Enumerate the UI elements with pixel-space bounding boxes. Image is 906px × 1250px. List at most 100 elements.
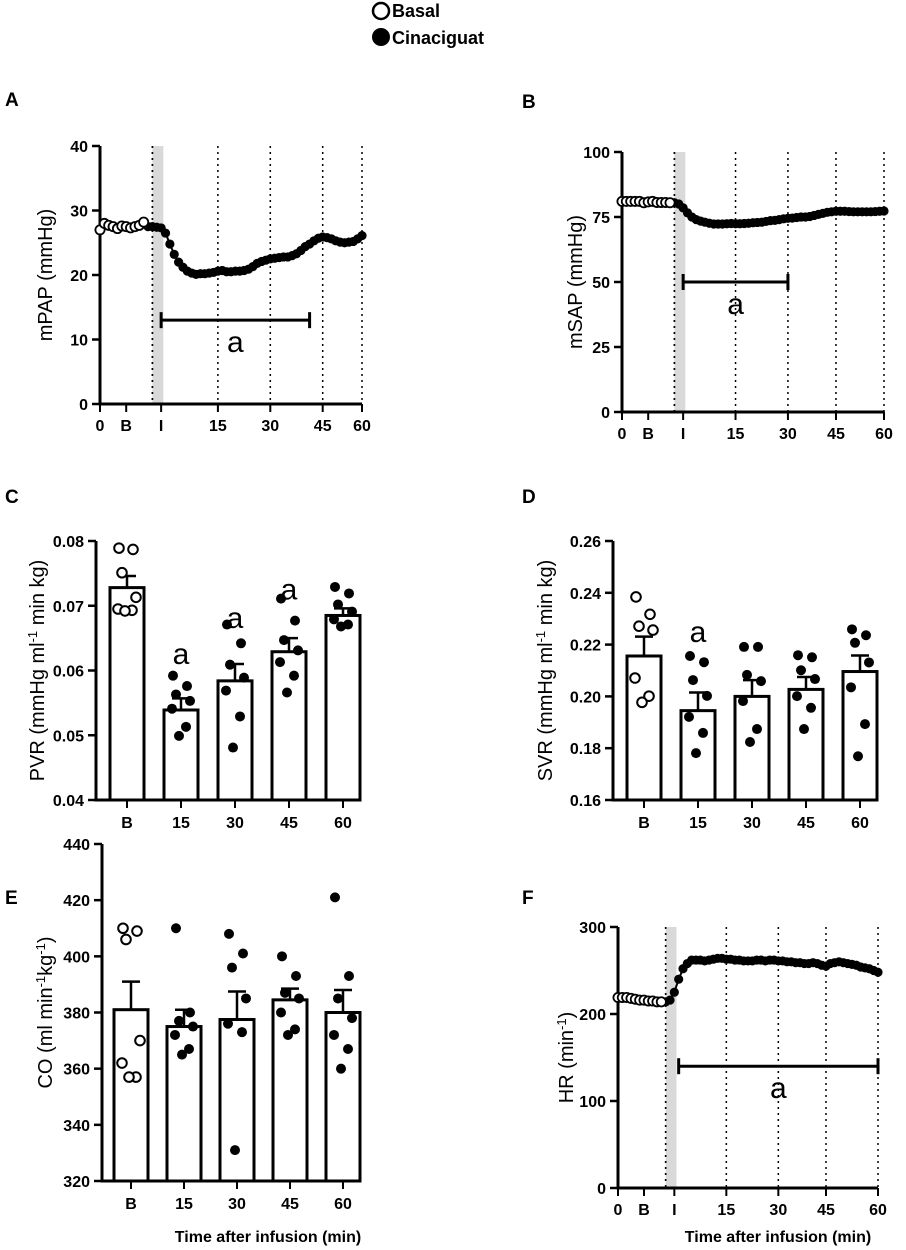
panel-letter-c: C — [5, 487, 19, 508]
y-tick-label-B: 25 — [592, 340, 610, 357]
y-tick-label-C: 0.06 — [53, 664, 84, 681]
significance-label-A: a — [227, 326, 244, 359]
bar-E — [271, 998, 309, 1183]
x-tick-label-B: 60 — [875, 426, 893, 443]
x-axis-label-F: Time after infusion (min) — [685, 1229, 871, 1246]
bar-C — [324, 613, 362, 802]
cinaciguat-point-E — [283, 1029, 293, 1040]
cinaciguat-point-D — [702, 690, 712, 701]
cinaciguat-point-C — [174, 730, 184, 741]
cinaciguat-point-E — [223, 1018, 233, 1029]
x-tick-label-D: B — [638, 815, 650, 832]
cinaciguat-point-C — [235, 711, 245, 722]
cinaciguat-point-C — [222, 619, 232, 630]
x-tick-label-F: 30 — [769, 1202, 787, 1219]
x-tick-label-A: 45 — [314, 418, 332, 435]
x-tick-label-F: B — [638, 1202, 650, 1219]
cinaciguat-point-C — [171, 689, 181, 700]
bar-C — [162, 708, 200, 802]
x-tick-label-F: 60 — [869, 1202, 887, 1219]
cinaciguat-point-E — [277, 951, 287, 962]
x-tick-label-E: 30 — [228, 1196, 246, 1213]
cinaciguat-point-E — [224, 928, 234, 939]
basal-point-D — [636, 696, 648, 709]
cinaciguat-point-C — [279, 635, 289, 646]
cinaciguat-point-C — [289, 670, 299, 681]
y-tick-label-E: 360 — [63, 1062, 90, 1079]
cinaciguat-point-C — [168, 670, 178, 681]
panel-letter-d: D — [522, 487, 536, 508]
y-tick-label-E: 320 — [63, 1174, 90, 1191]
legend-basal-label: Basal — [392, 1, 440, 21]
cinaciguat-point-C — [236, 638, 246, 649]
cinaciguat-point-E — [230, 1145, 240, 1156]
cinaciguat-point-E — [241, 993, 251, 1004]
bar-C — [108, 586, 146, 802]
x-tick-label-A: I — [159, 418, 163, 435]
y-tick-label-B: 100 — [583, 145, 610, 162]
cinaciguat-point-C — [225, 659, 235, 670]
cinaciguat-point-C — [282, 687, 292, 698]
x-tick-label-F: 15 — [717, 1202, 735, 1219]
y-tick-label-E: 380 — [63, 1006, 90, 1023]
x-tick-label-A: B — [120, 418, 132, 435]
cinaciguat-point-A — [165, 239, 175, 249]
y-axis-label-B: mSAP (mmHg) — [565, 215, 587, 349]
basal-point-E — [134, 1034, 146, 1047]
cinaciguat-point-F — [873, 967, 883, 977]
cinaciguat-point-D — [793, 650, 803, 661]
cinaciguat-point-E — [336, 1063, 346, 1074]
cinaciguat-point-E — [329, 1029, 339, 1040]
y-axis-label-A: mPAP (mmHg) — [35, 209, 57, 342]
x-tick-label-E: 60 — [334, 1196, 352, 1213]
cinaciguat-point-E — [280, 987, 290, 998]
y-tick-label-D: 0.20 — [570, 689, 601, 706]
cinaciguat-point-E — [188, 1021, 198, 1032]
x-tick-label-B: B — [642, 426, 654, 443]
y-tick-label-A: 20 — [70, 268, 88, 285]
y-tick-label-D: 0.22 — [570, 638, 601, 655]
x-tick-label-A: 0 — [96, 418, 105, 435]
basal-point-D — [629, 672, 641, 684]
x-tick-label-B: 45 — [827, 426, 845, 443]
bar-E — [112, 1008, 150, 1183]
bar-E — [218, 1018, 256, 1183]
cinaciguat-point-E — [227, 962, 237, 973]
bar-D — [733, 694, 771, 802]
x-axis-label-E: Time after infusion (min) — [175, 1229, 361, 1246]
cinaciguat-point-D — [796, 665, 806, 676]
cinaciguat-point-D — [684, 711, 694, 722]
cinaciguat-point-C — [293, 645, 303, 656]
basal-point-C — [116, 566, 128, 579]
y-tick-label-F: 300 — [579, 920, 606, 937]
y-tick-label-D: 0.18 — [570, 741, 601, 758]
cinaciguat-point-E — [294, 993, 304, 1004]
x-tick-label-C: B — [121, 815, 133, 832]
cinaciguat-point-E — [291, 970, 301, 981]
x-tick-label-D: 60 — [851, 815, 869, 832]
y-tick-label-D: 0.24 — [570, 586, 601, 603]
cinaciguat-point-E — [238, 948, 248, 959]
basal-point-E — [116, 1057, 128, 1069]
y-axis-label-F: HR (min-1) — [554, 1012, 579, 1104]
y-tick-label-E: 400 — [63, 949, 90, 966]
significance-label-C: a — [281, 573, 298, 606]
y-tick-label-C: 0.08 — [53, 534, 84, 551]
bar-E — [165, 1025, 203, 1183]
x-tick-label-D: 45 — [797, 815, 815, 832]
y-tick-label-D: 0.26 — [570, 534, 601, 551]
cinaciguat-point-E — [177, 1049, 187, 1060]
significance-label-D: a — [690, 616, 707, 649]
legend-cinaciguat-label: Cinaciguat — [392, 28, 484, 48]
x-tick-label-D: 30 — [743, 815, 761, 832]
cinaciguat-point-C — [167, 703, 177, 714]
x-tick-label-E: 45 — [281, 1196, 299, 1213]
cinaciguat-point-D — [861, 630, 871, 641]
cinaciguat-point-E — [290, 1024, 300, 1035]
cinaciguat-point-D — [860, 719, 870, 730]
cinaciguat-point-D — [846, 682, 856, 693]
cinaciguat-point-D — [853, 751, 863, 762]
cinaciguat-point-D — [806, 702, 816, 713]
